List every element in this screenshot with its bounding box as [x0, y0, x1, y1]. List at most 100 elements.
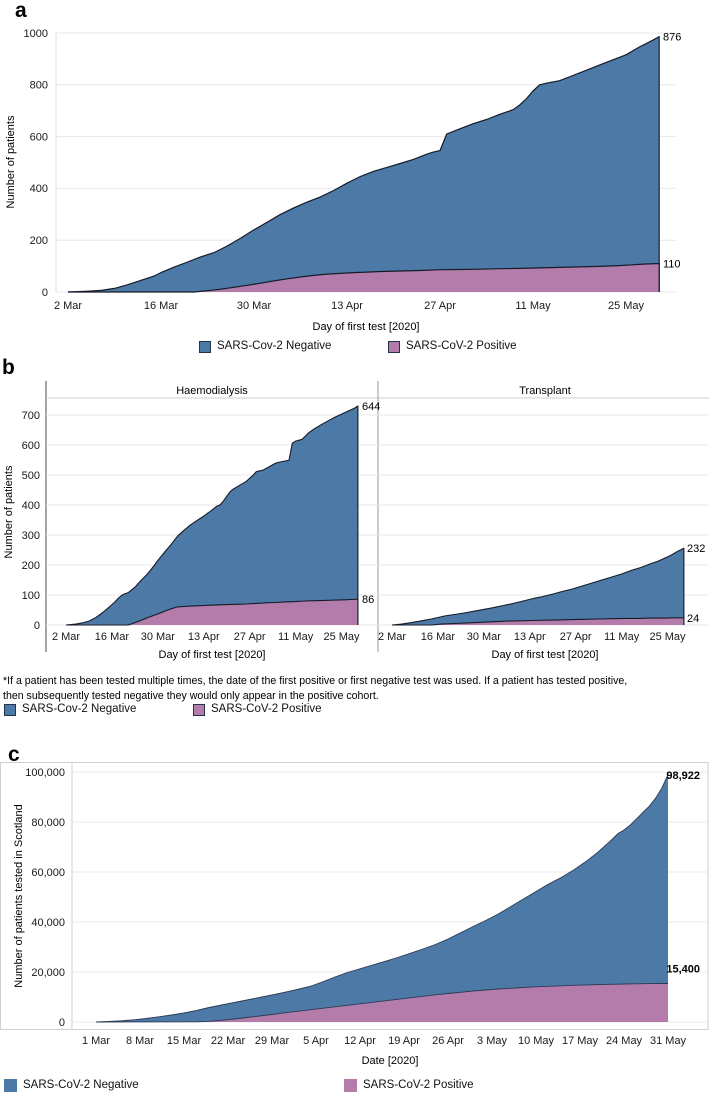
footnote-line-1: *If a patient has been tested multiple t… [3, 675, 628, 687]
svg-text:2 Mar: 2 Mar [378, 631, 406, 643]
svg-text:27 Apr: 27 Apr [560, 631, 592, 643]
svg-text:25 May: 25 May [323, 631, 360, 643]
svg-text:13 Apr: 13 Apr [188, 631, 220, 643]
svg-text:19 Apr: 19 Apr [388, 1035, 420, 1047]
legend-label-positive: SARS-CoV-2 Positive [363, 1078, 474, 1091]
svg-text:Transplant: Transplant [519, 385, 571, 397]
panel-b-legend-negative: SARS-Cov-2 Negative [4, 704, 136, 716]
legend-label-positive: SARS-CoV-2 Positive [211, 703, 322, 716]
svg-text:27 Apr: 27 Apr [424, 300, 456, 312]
negative-swatch-icon [4, 704, 16, 716]
svg-text:3 May: 3 May [477, 1035, 507, 1047]
panel-c-legend-positive: SARS-CoV-2 Positive [344, 1079, 474, 1092]
svg-text:31 May: 31 May [650, 1035, 687, 1047]
panel-b-chart: 644 86 0 100 200 300 400 500 600 700 2 Mar 16 Mar 30… [3, 381, 709, 661]
svg-text:0: 0 [42, 287, 48, 299]
svg-text:30 Mar: 30 Mar [467, 631, 502, 643]
svg-text:25 May: 25 May [608, 300, 645, 312]
svg-text:Day of first test [2020]: Day of first test [2020] [159, 649, 266, 661]
svg-text:500: 500 [22, 470, 40, 482]
svg-text:200: 200 [30, 235, 48, 247]
svg-text:86: 86 [362, 594, 374, 606]
panel-a-legend-positive: SARS-CoV-2 Positive [388, 341, 517, 353]
svg-text:16 Mar: 16 Mar [421, 631, 456, 643]
svg-text:98,922: 98,922 [666, 770, 700, 782]
svg-text:26 Apr: 26 Apr [432, 1035, 464, 1047]
svg-text:110: 110 [663, 259, 681, 271]
svg-text:13 Apr: 13 Apr [331, 300, 363, 312]
svg-text:300: 300 [22, 530, 40, 542]
panel-b-letter: b [2, 356, 15, 379]
negative-swatch-icon [199, 341, 211, 353]
svg-text:700: 700 [22, 410, 40, 422]
legend-label-negative: SARS-CoV-2 Negative [23, 1078, 139, 1091]
positive-swatch-icon [388, 341, 400, 353]
svg-text:13 Apr: 13 Apr [514, 631, 546, 643]
negative-swatch-icon [4, 1079, 17, 1092]
svg-text:12 Apr: 12 Apr [344, 1035, 376, 1047]
svg-text:22 Mar: 22 Mar [211, 1035, 246, 1047]
svg-text:Number of patients: Number of patients [3, 465, 15, 558]
positive-swatch-icon [193, 704, 205, 716]
panel-a-legend-negative: SARS-Cov-2 Negative [199, 341, 331, 353]
svg-text:Day of first test [2020]: Day of first test [2020] [313, 321, 420, 333]
svg-text:60,000: 60,000 [31, 867, 65, 879]
svg-text:Number of patients tested in S: Number of patients tested in Scotland [13, 804, 25, 987]
svg-text:2 Mar: 2 Mar [54, 300, 82, 312]
svg-text:40,000: 40,000 [31, 917, 65, 929]
svg-text:16 Mar: 16 Mar [144, 300, 179, 312]
legend-label-positive: SARS-CoV-2 Positive [406, 340, 517, 353]
svg-text:100,000: 100,000 [25, 767, 65, 779]
svg-text:24 May: 24 May [606, 1035, 643, 1047]
svg-text:1 Mar: 1 Mar [82, 1035, 110, 1047]
panel-c-legend-negative: SARS-CoV-2 Negative [4, 1079, 139, 1092]
svg-text:Day of first test [2020]: Day of first test [2020] [492, 649, 599, 661]
svg-text:1000: 1000 [24, 28, 48, 40]
svg-text:600: 600 [22, 440, 40, 452]
svg-text:200: 200 [22, 560, 40, 572]
svg-text:232: 232 [687, 543, 705, 555]
legend-label-negative: SARS-Cov-2 Negative [217, 340, 332, 353]
panel-c-letter: c [8, 743, 20, 766]
svg-text:8 Mar: 8 Mar [126, 1035, 154, 1047]
positive-swatch-icon [344, 1079, 357, 1092]
svg-text:600: 600 [30, 131, 48, 143]
svg-text:Number of patients: Number of patients [5, 115, 17, 208]
svg-text:27 Apr: 27 Apr [234, 631, 266, 643]
svg-text:Date [2020]: Date [2020] [362, 1055, 419, 1067]
svg-text:Haemodialysis: Haemodialysis [176, 385, 248, 397]
svg-text:24: 24 [687, 613, 699, 625]
svg-text:80,000: 80,000 [31, 817, 65, 829]
svg-text:10 May: 10 May [518, 1035, 555, 1047]
svg-text:30 Mar: 30 Mar [141, 631, 176, 643]
footnote-line-2: then subsequently tested negative they w… [3, 690, 379, 703]
svg-text:0: 0 [34, 620, 40, 632]
svg-text:11 May: 11 May [278, 631, 314, 643]
svg-text:15 Mar: 15 Mar [167, 1035, 202, 1047]
svg-text:11 May: 11 May [515, 300, 551, 312]
svg-text:644: 644 [362, 401, 380, 413]
svg-text:25 May: 25 May [649, 631, 686, 643]
legend-label-negative: SARS-Cov-2 Negative [22, 703, 137, 716]
footnote: *If a patient has been tested multiple t… [3, 674, 708, 704]
svg-text:20,000: 20,000 [31, 967, 65, 979]
svg-text:30 Mar: 30 Mar [237, 300, 272, 312]
svg-text:400: 400 [30, 183, 48, 195]
svg-text:800: 800 [30, 80, 48, 92]
panel-a-chart: 876 110 0 200 400 600 800 1000 2 Mar 16 Mar 30 Mar… [5, 28, 681, 333]
svg-text:16 Mar: 16 Mar [95, 631, 130, 643]
svg-text:29 Mar: 29 Mar [255, 1035, 290, 1047]
panel-c-chart: 98,922 15,400 0 20,000 40,000 60,000 80,000 100… [0, 762, 709, 1067]
svg-text:15,400: 15,400 [666, 964, 700, 976]
svg-text:2 Mar: 2 Mar [52, 631, 80, 643]
panel-a-letter: a [15, 0, 27, 22]
svg-text:100: 100 [22, 590, 40, 602]
svg-text:5 Apr: 5 Apr [303, 1035, 329, 1047]
svg-text:876: 876 [663, 32, 681, 44]
svg-text:0: 0 [59, 1017, 65, 1029]
panel-b-legend-positive: SARS-CoV-2 Positive [193, 704, 322, 716]
svg-text:17 May: 17 May [562, 1035, 599, 1047]
svg-text:400: 400 [22, 500, 40, 512]
svg-text:11 May: 11 May [604, 631, 640, 643]
